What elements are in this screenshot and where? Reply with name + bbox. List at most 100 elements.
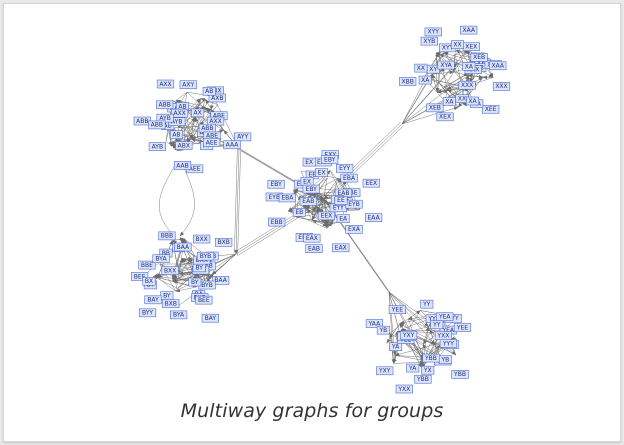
node-box [305,244,323,254]
graph-node: YB [376,325,390,335]
graph-node: XYB [420,36,438,46]
node-label: XA [468,98,477,105]
graph-node: YYY [439,339,457,348]
node-label: EXY [324,151,336,158]
graph-node: XEX [436,112,454,122]
graph-node: BEE [131,272,149,281]
graph-edge [234,147,238,253]
node-label: EBA [281,195,294,202]
graph-edge [388,291,425,363]
node-label: EEX [321,213,333,220]
node-box [234,132,252,142]
graph-node: YXX [395,384,413,394]
node-label: EBB [271,219,283,226]
node-box [406,363,420,373]
graph-node: AYY [234,132,252,142]
graph-node: XEB [470,53,488,62]
node-box [317,211,336,221]
node-label: XA [421,77,430,84]
node-box [191,108,205,118]
node-box [414,63,428,73]
graph-edge [325,125,404,201]
node-label: YA [391,344,400,351]
graph-node: YBB [422,353,440,363]
node-label: XXX [495,83,507,90]
node-label: EX [318,170,326,177]
graph-node: EX [302,157,316,167]
node-label: EAX [306,235,318,242]
node-label: AX [194,110,202,117]
node-box [418,75,432,85]
graph-node: YEE [453,323,472,332]
node-box [489,61,507,71]
node-label: XBB [402,78,414,85]
graph-edge [316,198,325,212]
node-label: AAA [226,142,240,149]
graph-node: XA [442,97,456,106]
node-label: ABB [158,102,170,109]
node-label: ABB [136,118,148,125]
node-label: XYB [423,38,435,45]
node-box [460,25,478,35]
node-label: ABE [213,113,225,120]
node-label: YBB [453,371,466,378]
node-label: BBB [161,233,173,240]
node-label: ABE [206,133,218,140]
node-box [442,97,456,106]
node-label: YYY [442,340,454,347]
node-box [345,225,363,234]
node-box [161,266,179,275]
node-label: EAB [308,246,320,253]
node-box [430,320,444,330]
node-box [424,27,442,37]
graph-node: XAA [489,61,507,71]
graph-edge [205,98,212,110]
node-box [148,142,166,151]
graph-node: YY [420,299,434,309]
node-box [451,370,469,379]
node-label: AEE [206,139,218,146]
node-box [426,103,444,113]
graph-edge [432,70,455,75]
node-label: XYY [428,29,440,36]
node-label: ABB [201,125,213,132]
node-label: BX [145,278,153,285]
graph-node: EE [334,196,348,205]
graph-node: EBY [267,179,285,189]
graph-edge [159,163,177,237]
node-label: EBY [324,156,336,163]
graph-node: YX [421,365,435,375]
node-label: AAB [176,162,189,169]
graph-node: AXY [179,80,197,90]
graph-edge [319,198,325,214]
node-box [492,82,511,91]
node-label: AXX [159,81,171,88]
node-box [171,108,189,118]
graph-node: BYY [138,308,157,318]
node-label: BYB [201,282,213,289]
graph-node: BYA [152,254,170,264]
node-box [470,53,488,62]
node-label: AB [178,103,186,110]
graph-node: YAA [365,319,383,328]
node-label: BAA [214,277,227,284]
node-label: BBE [141,262,153,269]
node-label: XA [445,98,454,105]
graph-node: BXX [161,266,179,275]
graph-node: AEE [203,138,221,147]
graph-node: BAA [212,276,230,285]
node-label: EE [308,172,316,179]
node-label: XYY [442,45,454,52]
node-label: YEE [456,324,468,331]
node-box [421,365,435,375]
node-box [267,179,285,189]
graph-node: BXB [215,238,233,247]
node-label: BY [191,279,199,286]
node-label: BXB [165,301,177,308]
node-label: EXA [348,226,361,233]
node-label: YB [378,327,387,334]
node-box [131,272,149,281]
node-box [223,140,241,150]
graph-node: ABB [133,116,151,126]
graph-node: AXB [208,93,226,103]
